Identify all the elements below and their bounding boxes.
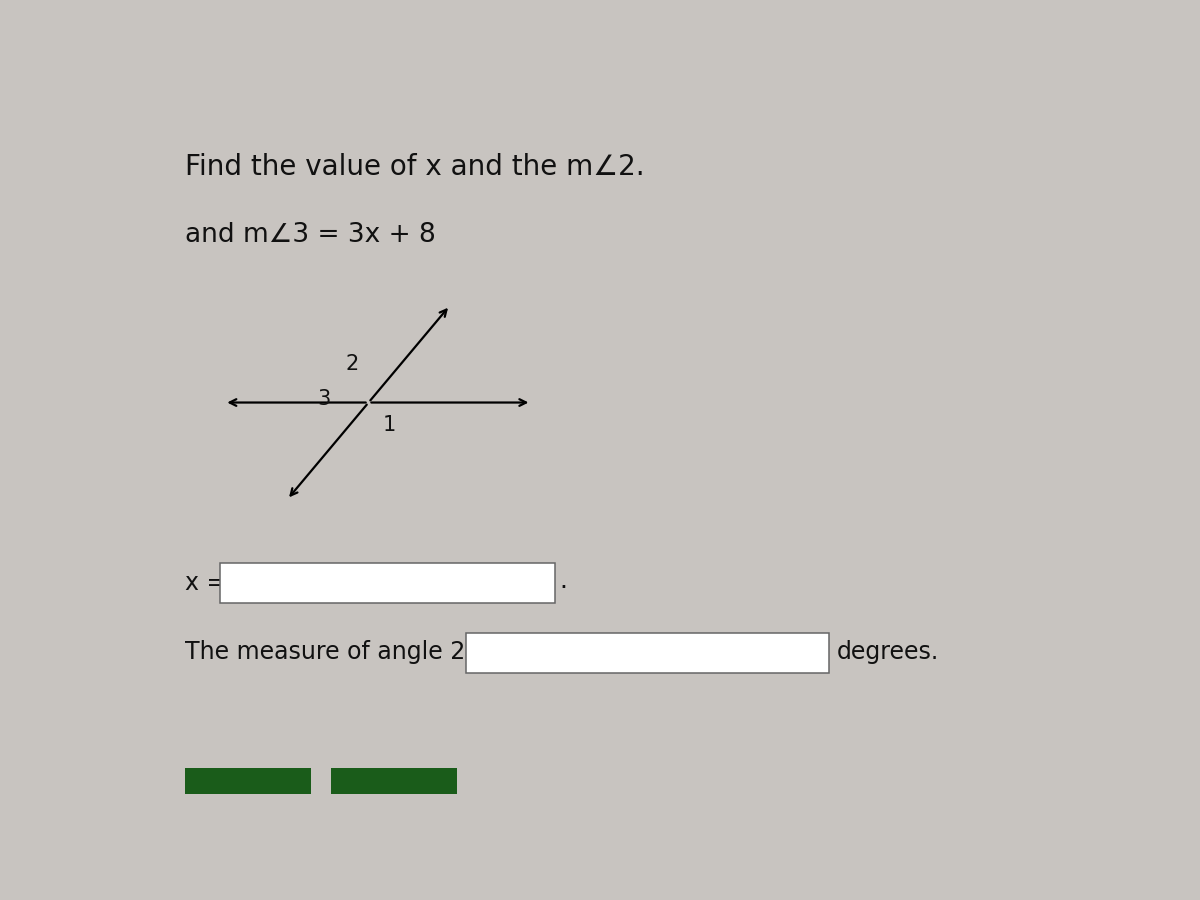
Bar <box>220 563 554 604</box>
Text: Find the value of x and the m∠2.: Find the value of x and the m∠2. <box>185 153 644 181</box>
Bar <box>467 633 829 673</box>
Text: The measure of angle 2 is: The measure of angle 2 is <box>185 640 492 664</box>
Text: 2: 2 <box>346 355 359 374</box>
Bar <box>331 768 457 794</box>
Text: x =: x = <box>185 571 227 595</box>
Bar <box>185 768 311 794</box>
Text: and m∠3 = 3x + 8: and m∠3 = 3x + 8 <box>185 222 436 248</box>
Text: degrees.: degrees. <box>836 640 938 664</box>
Text: .: . <box>559 569 568 592</box>
Text: 1: 1 <box>383 415 396 435</box>
Text: 3: 3 <box>317 389 330 410</box>
